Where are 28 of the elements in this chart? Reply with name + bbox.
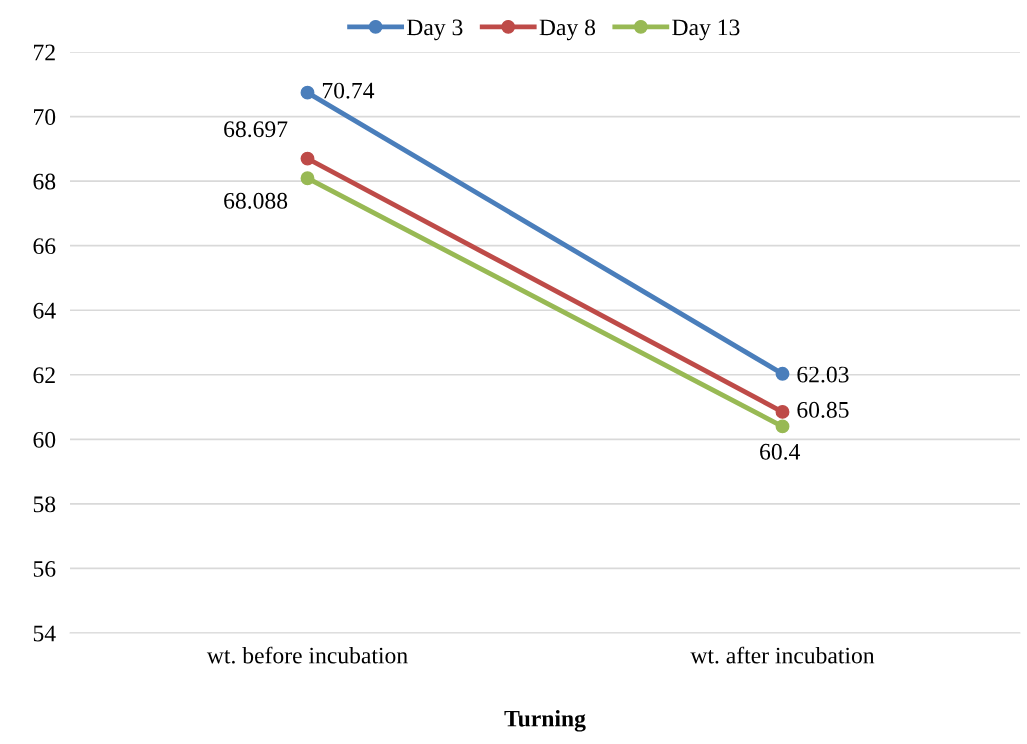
y-tick-label: 64 xyxy=(33,302,56,319)
y-tick-label: 72 xyxy=(34,44,55,61)
y-tick-label: 66 xyxy=(33,238,56,255)
x-axis-title: Turning xyxy=(504,709,586,732)
data-label: 68.088 xyxy=(224,192,288,209)
y-tick-label: 62 xyxy=(33,367,55,384)
legend-label: Day 3 xyxy=(406,19,463,41)
x-tick-label: wt. after incubation xyxy=(690,646,875,664)
y-tick-label: 58 xyxy=(33,496,56,513)
point xyxy=(300,171,315,186)
y-tick-label: 70 xyxy=(34,109,56,125)
point xyxy=(300,85,315,100)
y-tick-label: 56 xyxy=(33,561,56,577)
legend-label: Day 13 xyxy=(672,19,740,41)
data-label: 60.85 xyxy=(797,401,849,418)
point xyxy=(775,366,790,381)
point xyxy=(300,151,315,166)
point xyxy=(775,404,790,419)
legend-label: Day 8 xyxy=(539,19,596,41)
y-tick-label: 68 xyxy=(33,173,56,190)
data-label: 68.697 xyxy=(224,121,288,138)
data-label: 60.4 xyxy=(760,443,801,460)
point xyxy=(775,419,790,434)
data-label: 62.03 xyxy=(797,366,849,383)
y-tick-label: 54 xyxy=(33,625,56,642)
x-tick-label: wt. before incubation xyxy=(206,646,408,664)
y-tick-label: 60 xyxy=(33,431,56,448)
data-label: 70.74 xyxy=(322,82,375,99)
